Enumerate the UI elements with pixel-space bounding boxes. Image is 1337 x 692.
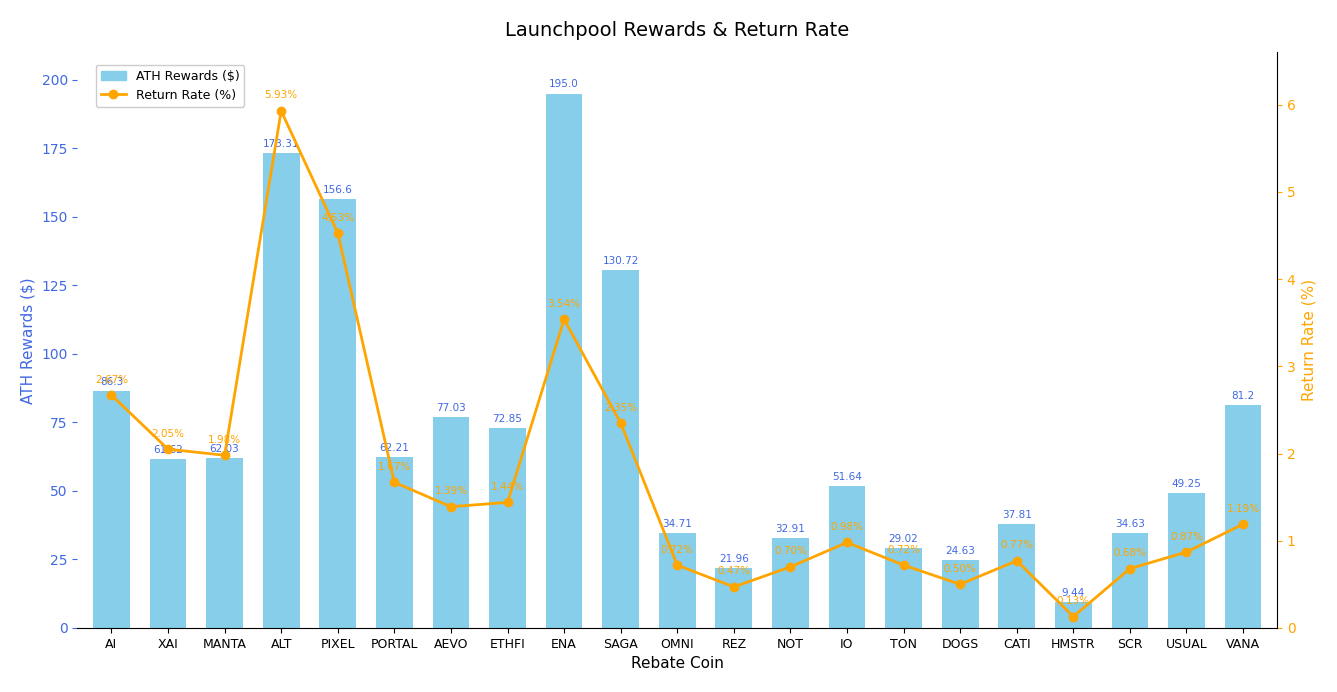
Text: 1.67%: 1.67% — [378, 462, 410, 472]
Text: 156.6: 156.6 — [322, 185, 353, 194]
Text: 173.31: 173.31 — [263, 139, 299, 149]
Bar — [941, 561, 979, 628]
Text: 0.13%: 0.13% — [1056, 596, 1090, 606]
Text: 0.47%: 0.47% — [718, 567, 750, 576]
Text: 34.71: 34.71 — [662, 519, 693, 529]
Return Rate (%) — [273, 107, 289, 115]
Y-axis label: Return Rate (%): Return Rate (%) — [1301, 279, 1316, 401]
Text: 0.68%: 0.68% — [1114, 548, 1146, 558]
Text: 62.03: 62.03 — [210, 444, 239, 454]
Bar — [1055, 602, 1092, 628]
Text: 2.35%: 2.35% — [604, 403, 638, 412]
Text: 29.02: 29.02 — [889, 534, 919, 545]
X-axis label: Rebate Coin: Rebate Coin — [631, 656, 723, 671]
Return Rate (%) — [217, 451, 233, 459]
Bar — [206, 458, 243, 628]
Text: 0.72%: 0.72% — [886, 545, 920, 555]
Bar — [885, 548, 923, 628]
Bar — [715, 567, 753, 628]
Return Rate (%) — [670, 561, 686, 570]
Text: 1.98%: 1.98% — [209, 435, 241, 445]
Bar — [1169, 493, 1205, 628]
Return Rate (%) — [1235, 520, 1251, 528]
Bar — [1111, 533, 1148, 628]
Return Rate (%) — [103, 391, 119, 399]
Text: 61.62: 61.62 — [152, 445, 183, 455]
Text: 0.77%: 0.77% — [1000, 540, 1034, 550]
Return Rate (%) — [330, 229, 346, 237]
Bar — [545, 93, 583, 628]
Text: 1.44%: 1.44% — [491, 482, 524, 492]
Return Rate (%) — [840, 538, 856, 547]
Return Rate (%) — [443, 502, 459, 511]
Return Rate (%) — [782, 563, 798, 571]
Legend: ATH Rewards ($), Return Rate (%): ATH Rewards ($), Return Rate (%) — [96, 64, 245, 107]
Text: 1.39%: 1.39% — [435, 486, 468, 496]
Bar — [1225, 406, 1261, 628]
Text: 0.50%: 0.50% — [944, 564, 976, 574]
Text: 0.70%: 0.70% — [774, 547, 806, 556]
Return Rate (%) — [726, 583, 742, 591]
Text: 24.63: 24.63 — [945, 546, 975, 556]
Text: 4.53%: 4.53% — [321, 212, 354, 223]
Return Rate (%) — [1066, 612, 1082, 621]
Bar — [263, 153, 299, 628]
Return Rate (%) — [1008, 556, 1024, 565]
Text: 49.25: 49.25 — [1171, 479, 1202, 489]
Text: 0.98%: 0.98% — [830, 522, 864, 532]
Return Rate (%) — [500, 498, 516, 507]
Text: 37.81: 37.81 — [1001, 510, 1032, 520]
Bar — [433, 417, 469, 628]
Text: 195.0: 195.0 — [550, 80, 579, 89]
Bar — [376, 457, 413, 628]
Text: 1.19%: 1.19% — [1226, 504, 1259, 513]
Text: 34.63: 34.63 — [1115, 519, 1144, 529]
Text: 86.3: 86.3 — [100, 377, 123, 388]
Return Rate (%) — [952, 580, 968, 588]
Bar — [489, 428, 525, 628]
Text: 3.54%: 3.54% — [548, 299, 580, 309]
Bar — [150, 459, 186, 628]
Text: 5.93%: 5.93% — [265, 91, 298, 100]
Return Rate (%) — [612, 419, 628, 427]
Text: 9.44: 9.44 — [1062, 588, 1084, 598]
Return Rate (%) — [160, 445, 176, 453]
Text: 72.85: 72.85 — [492, 415, 523, 424]
Return Rate (%) — [896, 561, 912, 570]
Return Rate (%) — [386, 478, 402, 486]
Line: Return Rate (%): Return Rate (%) — [107, 107, 1247, 621]
Bar — [659, 533, 695, 628]
Return Rate (%) — [1178, 548, 1194, 556]
Bar — [602, 270, 639, 628]
Bar — [771, 538, 809, 628]
Title: Launchpool Rewards & Return Rate: Launchpool Rewards & Return Rate — [505, 21, 849, 40]
Return Rate (%) — [1122, 565, 1138, 573]
Text: 2.67%: 2.67% — [95, 374, 128, 385]
Text: 51.64: 51.64 — [832, 472, 862, 482]
Bar — [999, 525, 1035, 628]
Text: 130.72: 130.72 — [603, 255, 639, 266]
Text: 81.2: 81.2 — [1231, 391, 1254, 401]
Text: 62.21: 62.21 — [380, 444, 409, 453]
Text: 0.87%: 0.87% — [1170, 531, 1203, 542]
Return Rate (%) — [556, 315, 572, 323]
Bar — [94, 392, 130, 628]
Text: 21.96: 21.96 — [719, 554, 749, 563]
Bar — [829, 486, 865, 628]
Text: 0.72%: 0.72% — [660, 545, 694, 555]
Text: 2.05%: 2.05% — [151, 429, 185, 439]
Bar — [320, 199, 356, 628]
Text: 32.91: 32.91 — [775, 524, 805, 534]
Y-axis label: ATH Rewards ($): ATH Rewards ($) — [21, 277, 36, 403]
Text: 77.03: 77.03 — [436, 403, 465, 412]
